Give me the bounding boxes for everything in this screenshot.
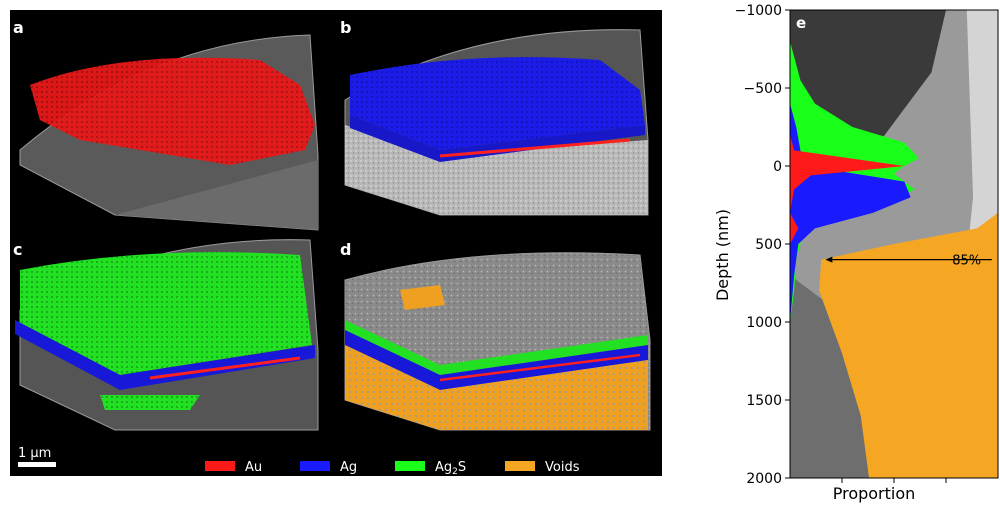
area-voids [819, 10, 998, 478]
legend-swatch-ag2s [395, 461, 425, 471]
x-axis-label: Proportion [833, 484, 916, 503]
panel-label-a: a [13, 18, 24, 37]
legend-label-ag2s: Ag2S [435, 460, 466, 477]
scale-bar: 1 μm [18, 446, 56, 467]
panel-label-b: b [340, 18, 351, 37]
scale-bar-label: 1 μm [18, 446, 51, 461]
tomography-panels: a b c d 1 μm Au Ag Ag2 [10, 10, 662, 477]
y-axis-label: Depth (nm) [713, 209, 732, 301]
legend-swatch-ag [300, 461, 330, 471]
area-ag2s [790, 10, 919, 478]
y-tick-label: 0 [773, 159, 782, 175]
y-axis: −1000 −500 0 500 1000 1500 2000 [735, 3, 947, 487]
legend-label-au: Au [245, 460, 262, 475]
legend: Au Ag Ag2S Voids [205, 460, 580, 477]
annotation-arrowhead [825, 256, 833, 263]
panel-label-e: e [796, 14, 806, 32]
plot-area: 85% [789, 9, 999, 479]
panel-a: a [13, 18, 319, 231]
legend-label-ag: Ag [340, 460, 357, 475]
y-tick-label: −500 [744, 81, 782, 97]
y-tick-label: 500 [755, 237, 782, 253]
legend-swatch-au [205, 461, 235, 471]
panel-d: d [340, 240, 651, 431]
y-tick-label: −1000 [735, 3, 782, 19]
panel-label-d: d [340, 240, 351, 259]
y-tick-label: 2000 [746, 471, 782, 487]
panel-b: b [340, 18, 649, 216]
panel-label-c: c [13, 240, 22, 259]
scale-bar-line [18, 462, 56, 467]
legend-label-voids: Voids [545, 460, 580, 475]
legend-swatch-voids [505, 461, 535, 471]
annotation-label: 85% [952, 254, 981, 269]
depth-profile-chart: 85% −1000 −500 0 500 1000 1500 2000 Depth (nm)… [713, 3, 999, 503]
y-tick-label: 1500 [746, 393, 782, 409]
panel-c: c [13, 239, 319, 431]
y-tick-label: 1000 [746, 315, 782, 331]
